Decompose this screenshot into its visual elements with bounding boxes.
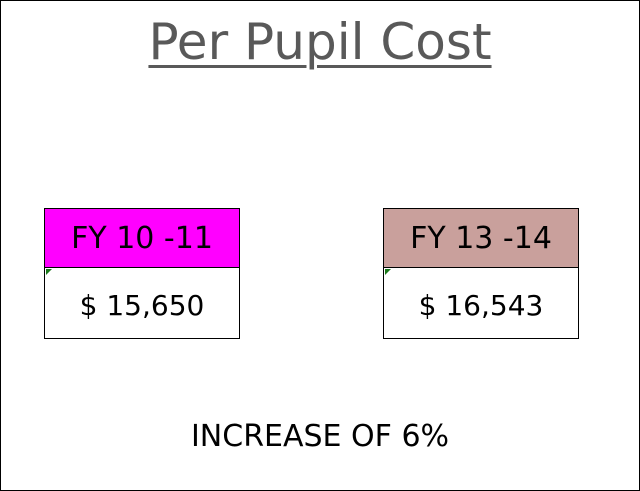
- cost-box: FY 10 -11 $ 15,650: [44, 208, 240, 339]
- title: Per Pupil Cost: [148, 13, 492, 71]
- footer-text: INCREASE OF 6%: [190, 419, 450, 454]
- box-label: FY 10 -11: [45, 209, 239, 268]
- box-value: $ 15,650: [45, 268, 239, 338]
- box-label: FY 13 -14: [384, 209, 578, 268]
- box-value: $ 16,543: [384, 268, 578, 338]
- cost-box: FY 13 -14 $ 16,543: [383, 208, 579, 339]
